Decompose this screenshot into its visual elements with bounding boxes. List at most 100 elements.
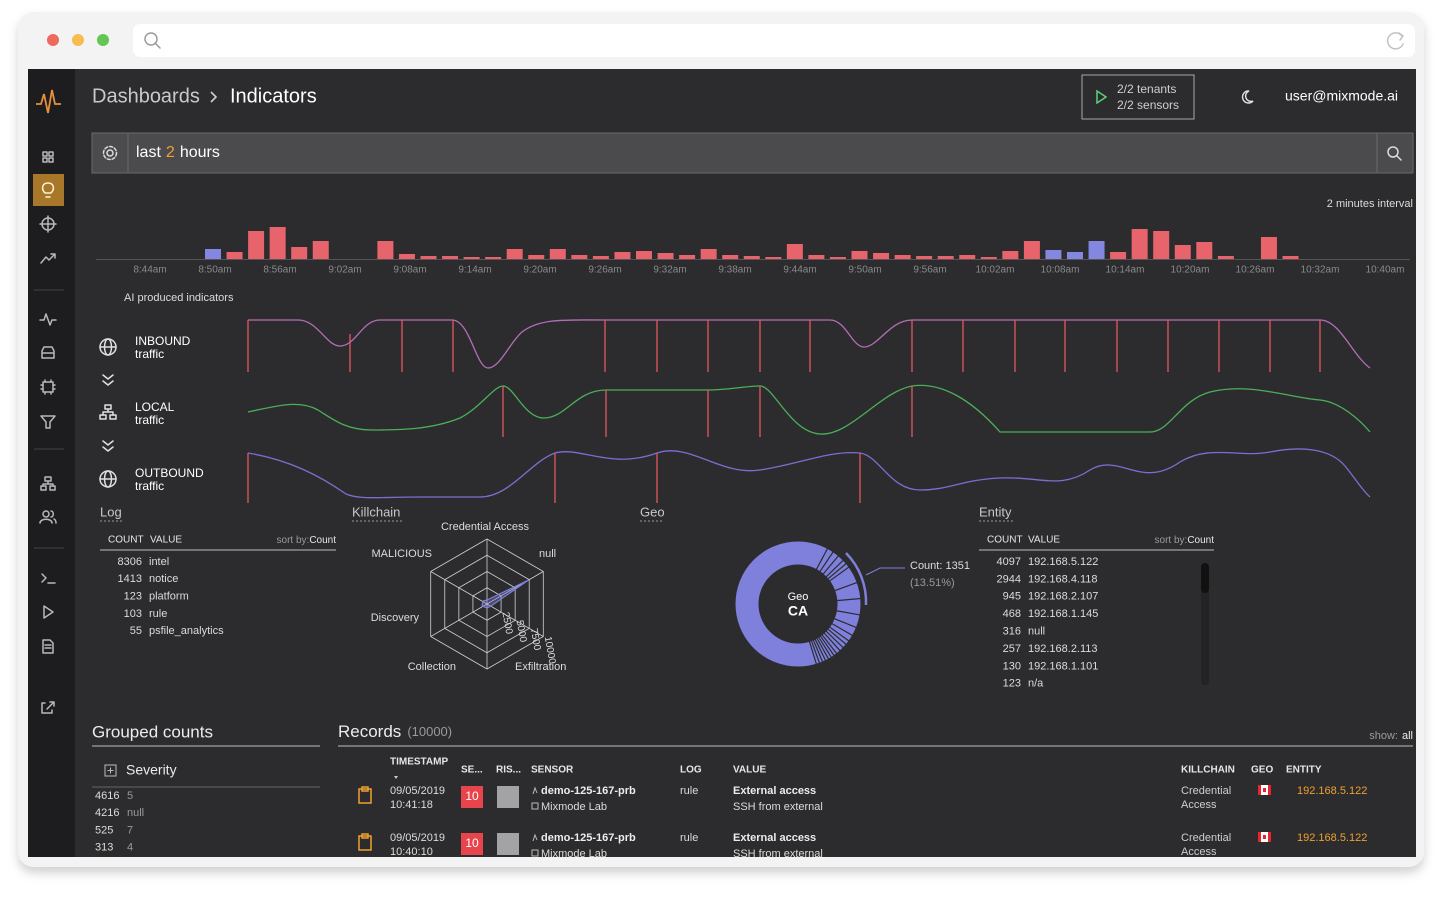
nav-storage[interactable] bbox=[41, 346, 55, 359]
histogram-bar bbox=[679, 255, 696, 259]
query-search-icon[interactable] bbox=[1387, 146, 1402, 161]
radar-axis-label: Discovery bbox=[371, 612, 420, 624]
record-date: 09/05/2019 bbox=[390, 832, 445, 844]
histogram-bar bbox=[1088, 241, 1105, 259]
theme-toggle[interactable] bbox=[1241, 90, 1254, 104]
record-value: External access bbox=[733, 785, 816, 797]
column-header: RIS... bbox=[496, 765, 521, 776]
tenants: 2/2 tenants bbox=[1117, 82, 1176, 96]
histogram-bar bbox=[1196, 242, 1213, 259]
sensor-icon bbox=[532, 786, 538, 795]
donut-slice-edge bbox=[831, 622, 853, 637]
minimize-button[interactable] bbox=[72, 34, 84, 46]
nav-docs[interactable] bbox=[42, 639, 54, 654]
nav-external[interactable] bbox=[41, 701, 55, 714]
sensors: 2/2 sensors bbox=[1117, 98, 1179, 112]
nav-terminal[interactable] bbox=[41, 573, 56, 584]
address-bar[interactable] bbox=[133, 24, 1415, 57]
geo-donut-slices bbox=[808, 548, 861, 665]
flag-left bbox=[1258, 832, 1261, 842]
entity-value: null bbox=[1028, 626, 1045, 638]
histogram-bar bbox=[614, 252, 631, 259]
expand-chevron[interactable] bbox=[102, 374, 114, 386]
log-count: 55 bbox=[130, 625, 142, 637]
donut-slice-edge bbox=[818, 636, 832, 658]
sort-control-part: Count bbox=[1187, 535, 1214, 546]
x-tick-label: 9:50am bbox=[848, 265, 881, 276]
geo-callout bbox=[865, 567, 905, 576]
group-value: 4 bbox=[127, 842, 133, 854]
flag-right bbox=[1268, 832, 1271, 842]
nav-target[interactable] bbox=[39, 215, 57, 233]
query-text-part: hours bbox=[180, 144, 220, 161]
record-entity[interactable]: 192.168.5.122 bbox=[1297, 785, 1367, 797]
close-button[interactable] bbox=[47, 34, 59, 46]
expand-box[interactable] bbox=[104, 764, 117, 777]
histogram-bar bbox=[1023, 241, 1040, 259]
entity-value: 192.168.5.122 bbox=[1028, 556, 1098, 568]
entity-count: 2944 bbox=[997, 573, 1021, 585]
logo[interactable] bbox=[36, 89, 61, 114]
radar-spoke bbox=[486, 571, 544, 605]
donut-slice-edge bbox=[834, 581, 858, 592]
x-tick-label: 9:56am bbox=[913, 265, 946, 276]
group-value: 7 bbox=[127, 824, 133, 836]
inbound-events bbox=[247, 320, 1321, 372]
user-menu[interactable]: user@mixmode.ai bbox=[1285, 88, 1398, 104]
record-value: External access bbox=[733, 832, 816, 844]
record-clipboard[interactable] bbox=[358, 833, 372, 851]
local-events bbox=[502, 386, 913, 437]
histogram-bar bbox=[851, 251, 868, 259]
donut-slice-edge bbox=[810, 640, 821, 664]
app: Dashboards Indicators 2/2 tenants 2/2 senso… bbox=[28, 69, 1416, 857]
maximize-button[interactable] bbox=[97, 34, 109, 46]
geo-center-label: Geo bbox=[788, 591, 809, 603]
query-bar[interactable] bbox=[91, 132, 1414, 174]
nav-indicators-active[interactable] bbox=[33, 174, 64, 206]
donut-slice-edge bbox=[819, 551, 834, 573]
log-count: 103 bbox=[124, 608, 142, 620]
group-value: null bbox=[127, 807, 144, 819]
donut-slice-edge bbox=[836, 610, 861, 616]
histogram-bar bbox=[959, 255, 976, 259]
globe-icon bbox=[99, 470, 117, 488]
reload-icon[interactable] bbox=[1386, 32, 1404, 50]
nav-dashboards[interactable] bbox=[42, 151, 54, 163]
entity-count: 257 bbox=[1003, 643, 1021, 655]
panel-title: Geo bbox=[640, 504, 665, 519]
entity-scroll-thumb[interactable] bbox=[1201, 563, 1209, 593]
nav-play[interactable] bbox=[43, 605, 54, 619]
x-tick-label: 10:14am bbox=[1106, 265, 1145, 276]
nav-filter[interactable] bbox=[40, 415, 56, 429]
sensor-icon bbox=[532, 833, 538, 842]
nav-network[interactable] bbox=[40, 476, 56, 491]
nav-indicators-icon bbox=[41, 182, 55, 198]
radar-scale-label: 2500 bbox=[500, 611, 515, 635]
entity-count: 316 bbox=[1003, 626, 1021, 638]
record-clipboard[interactable] bbox=[358, 786, 372, 804]
expand-chevron[interactable] bbox=[102, 440, 114, 452]
record-entity[interactable]: 192.168.5.122 bbox=[1297, 832, 1367, 844]
x-tick-label: 8:56am bbox=[263, 265, 296, 276]
entity-value: 192.168.2.107 bbox=[1028, 591, 1098, 603]
nav-users[interactable] bbox=[39, 510, 57, 524]
show-control: show: all bbox=[1369, 730, 1413, 742]
column-header: TIMESTAMP bbox=[390, 757, 448, 768]
histogram-bar bbox=[205, 249, 221, 259]
donut-slice-edge bbox=[808, 641, 817, 665]
settings-icon[interactable] bbox=[102, 145, 118, 161]
tenants-button[interactable] bbox=[1081, 74, 1195, 120]
donut-slice-edge bbox=[823, 632, 841, 652]
radar-scale-label: 5000 bbox=[514, 619, 529, 643]
x-tick-label: 8:50am bbox=[198, 265, 231, 276]
outbound-flow bbox=[247, 448, 1371, 499]
record-log: rule bbox=[680, 785, 698, 797]
group-value: 5 bbox=[127, 790, 133, 802]
x-tick-label: 9:14am bbox=[458, 265, 491, 276]
nav-trends[interactable] bbox=[40, 253, 56, 264]
donut-slice-edge bbox=[815, 548, 829, 570]
nav-activity[interactable] bbox=[39, 313, 57, 326]
entity-value: 192.168.1.101 bbox=[1028, 660, 1098, 672]
nav-chip[interactable] bbox=[40, 379, 56, 395]
